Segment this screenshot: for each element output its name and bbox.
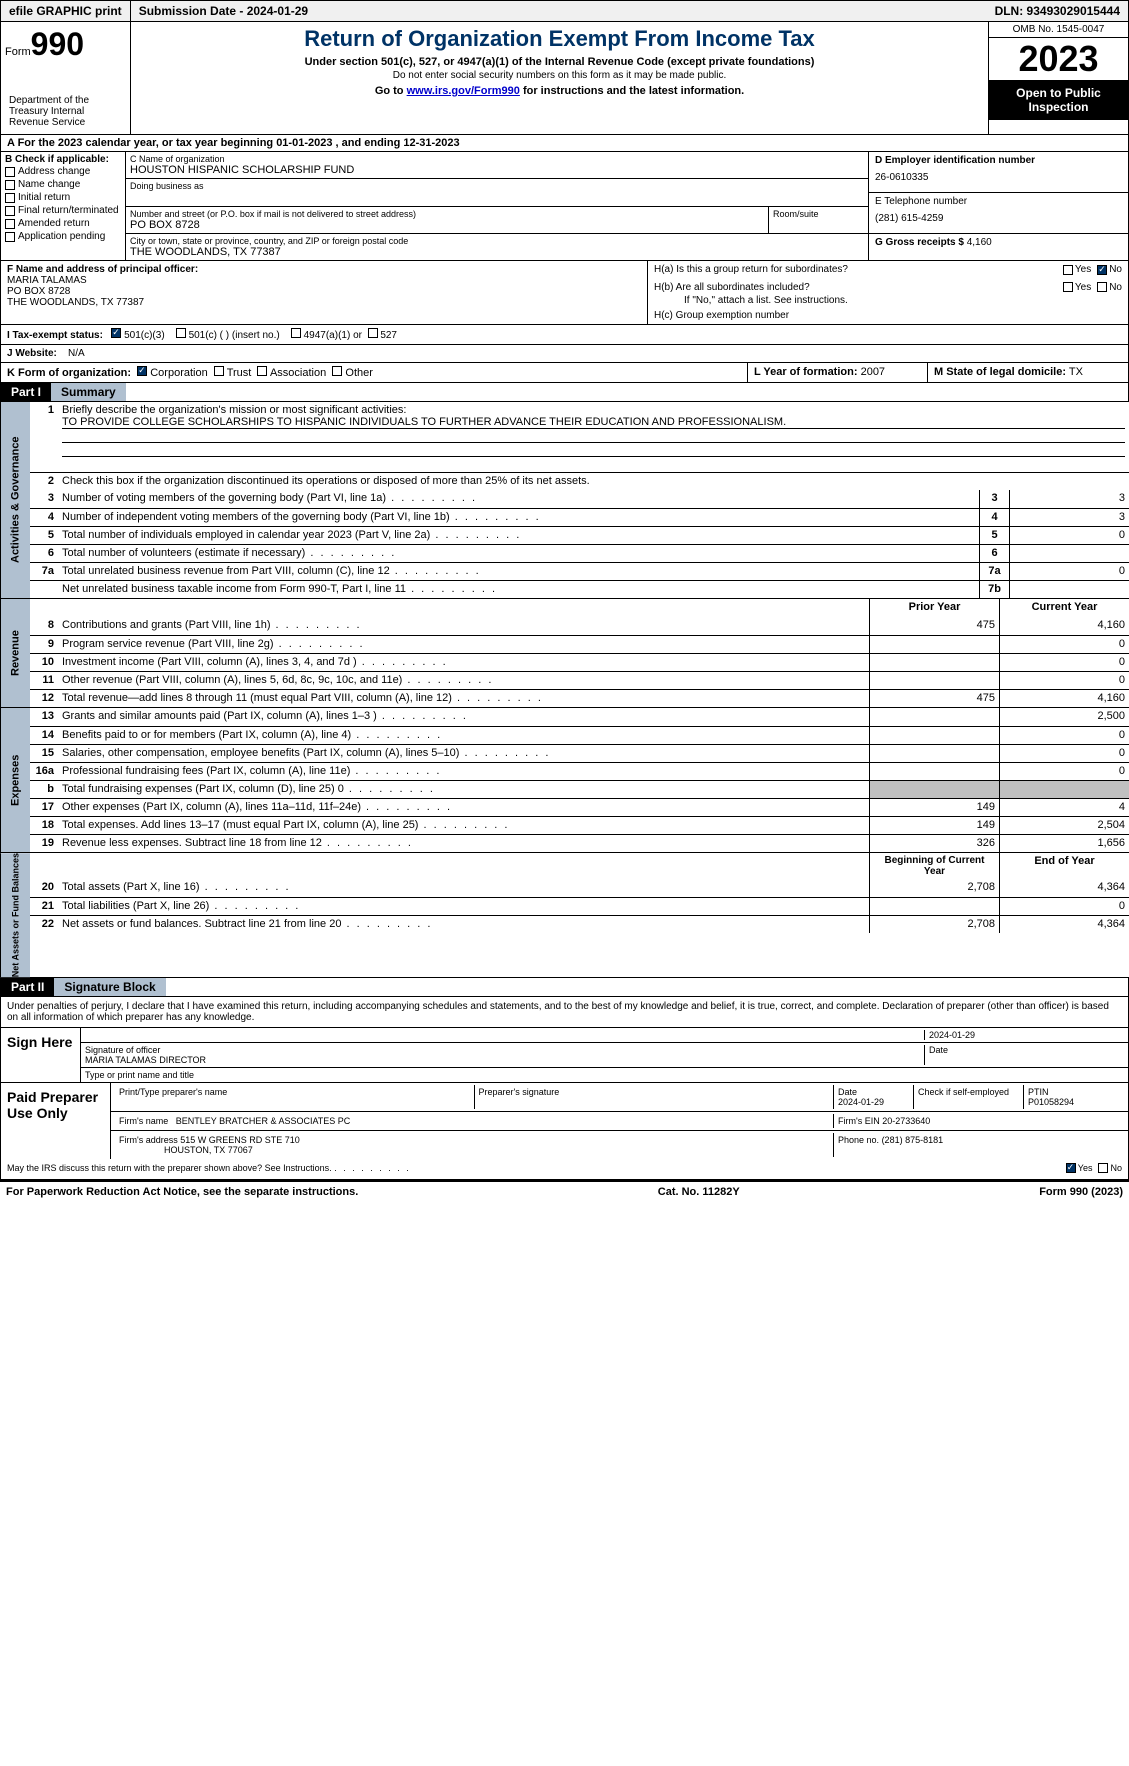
efile-btn[interactable]: efile GRAPHIC print <box>1 1 131 21</box>
irs-link[interactable]: www.irs.gov/Form990 <box>407 85 520 97</box>
form-title: Return of Organization Exempt From Incom… <box>135 26 984 52</box>
summary-line: bTotal fundraising expenses (Part IX, co… <box>30 780 1129 798</box>
form-subtitle: Under section 501(c), 527, or 4947(a)(1)… <box>135 56 984 68</box>
chk-other[interactable] <box>332 366 342 376</box>
ptin: P01058294 <box>1028 1097 1120 1107</box>
hb-yes[interactable] <box>1063 282 1073 292</box>
form-number: 990 <box>31 26 84 62</box>
part2-header: Part IISignature Block <box>0 978 1129 997</box>
summary-line: 20Total assets (Part X, line 16)2,7084,3… <box>30 879 1129 897</box>
chk-corp[interactable] <box>137 366 147 376</box>
declaration: Under penalties of perjury, I declare th… <box>1 997 1128 1027</box>
summary-line: 15Salaries, other compensation, employee… <box>30 744 1129 762</box>
form-header: Form990 Department of the Treasury Inter… <box>0 22 1129 135</box>
dln: DLN: 93493029015444 <box>987 1 1128 21</box>
signature-block: Under penalties of perjury, I declare th… <box>0 997 1129 1180</box>
discuss-no[interactable] <box>1098 1163 1108 1173</box>
klm-row: K Form of organization: Corporation Trus… <box>0 363 1129 383</box>
section-bcd: B Check if applicable: Address change Na… <box>0 152 1129 261</box>
officer-name: MARIA TALAMAS <box>7 275 641 286</box>
chk-501c3[interactable] <box>111 328 121 338</box>
revenue-section: Revenue Prior Year Current Year 8Contrib… <box>0 599 1129 708</box>
cat-no: Cat. No. 11282Y <box>658 1186 740 1198</box>
netassets-section: Net Assets or Fund Balances Beginning of… <box>0 853 1129 978</box>
firm-ein: 20-2733640 <box>882 1116 930 1126</box>
hb-no[interactable] <box>1097 282 1107 292</box>
summary-line: 13Grants and similar amounts paid (Part … <box>30 708 1129 726</box>
firm-name: BENTLEY BRATCHER & ASSOCIATES PC <box>176 1116 351 1126</box>
tax-year: 2023 <box>989 38 1128 80</box>
chk-address[interactable] <box>5 167 15 177</box>
phone: (281) 615-4259 <box>875 207 1122 230</box>
chk-initial[interactable] <box>5 193 15 203</box>
open-public: Open to Public Inspection <box>989 80 1128 120</box>
ha-yes[interactable] <box>1063 265 1073 275</box>
tax-exempt-row: I Tax-exempt status: 501(c)(3) 501(c) ( … <box>0 325 1129 345</box>
chk-527[interactable] <box>368 328 378 338</box>
chk-4947[interactable] <box>291 328 301 338</box>
summary-line: 7aTotal unrelated business revenue from … <box>30 562 1129 580</box>
col-b: B Check if applicable: Address change Na… <box>1 152 126 260</box>
summary-line: 14Benefits paid to or for members (Part … <box>30 726 1129 744</box>
form-prefix: Form <box>5 46 31 58</box>
summary-line: Net unrelated business taxable income fr… <box>30 580 1129 598</box>
summary-line: 10Investment income (Part VIII, column (… <box>30 653 1129 671</box>
website-row: J Website: N/A <box>0 345 1129 363</box>
topbar: efile GRAPHIC print Submission Date - 20… <box>0 0 1129 22</box>
summary-line: 5Total number of individuals employed in… <box>30 526 1129 544</box>
state-domicile: TX <box>1069 366 1083 378</box>
gross-receipts: 4,160 <box>967 237 992 248</box>
summary-line: 21Total liabilities (Part X, line 26)0 <box>30 897 1129 915</box>
sig-date: 2024-01-29 <box>924 1030 1124 1040</box>
summary-line: 16aProfessional fundraising fees (Part I… <box>30 762 1129 780</box>
officer-sig: MARIA TALAMAS DIRECTOR <box>85 1055 924 1065</box>
summary-line: 12Total revenue—add lines 8 through 11 (… <box>30 689 1129 707</box>
goto-line: Go to www.irs.gov/Form990 for instructio… <box>135 85 984 97</box>
summary-line: 19Revenue less expenses. Subtract line 1… <box>30 834 1129 852</box>
chk-pending[interactable] <box>5 232 15 242</box>
firm-phone: (281) 875-8181 <box>882 1135 944 1145</box>
line-a: A For the 2023 calendar year, or tax yea… <box>0 135 1129 152</box>
chk-assoc[interactable] <box>257 366 267 376</box>
summary-line: 18Total expenses. Add lines 13–17 (must … <box>30 816 1129 834</box>
org-address: PO BOX 8728 <box>130 219 764 231</box>
governance-section: Activities & Governance 1 Briefly descri… <box>0 402 1129 599</box>
website-val: N/A <box>68 348 85 359</box>
summary-line: 6Total number of volunteers (estimate if… <box>30 544 1129 562</box>
form-note: Do not enter social security numbers on … <box>135 70 984 81</box>
section-fh: F Name and address of principal officer:… <box>0 261 1129 325</box>
part1-header: Part ISummary <box>0 383 1129 402</box>
year-formation: 2007 <box>861 366 885 378</box>
chk-trust[interactable] <box>214 366 224 376</box>
submission-date: Submission Date - 2024-01-29 <box>131 1 316 21</box>
ein: 26-0610335 <box>875 166 1122 189</box>
discuss-yes[interactable] <box>1066 1163 1076 1173</box>
chk-501c[interactable] <box>176 328 186 338</box>
chk-amended[interactable] <box>5 219 15 229</box>
chk-final[interactable] <box>5 206 15 216</box>
sign-here-label: Sign Here <box>1 1028 81 1082</box>
org-name: HOUSTON HISPANIC SCHOLARSHIP FUND <box>130 164 864 176</box>
summary-line: 8Contributions and grants (Part VIII, li… <box>30 617 1129 635</box>
org-city: THE WOODLANDS, TX 77387 <box>130 246 864 258</box>
summary-line: 11Other revenue (Part VIII, column (A), … <box>30 671 1129 689</box>
summary-line: 9Program service revenue (Part VIII, lin… <box>30 635 1129 653</box>
dept-treasury: Department of the Treasury Internal Reve… <box>5 93 126 130</box>
mission-text: TO PROVIDE COLLEGE SCHOLARSHIPS TO HISPA… <box>62 416 1125 429</box>
summary-line: 22Net assets or fund balances. Subtract … <box>30 915 1129 933</box>
summary-line: 3Number of voting members of the governi… <box>30 490 1129 508</box>
summary-line: 4Number of independent voting members of… <box>30 508 1129 526</box>
chk-name[interactable] <box>5 180 15 190</box>
ha-no[interactable] <box>1097 265 1107 275</box>
footer: For Paperwork Reduction Act Notice, see … <box>0 1180 1129 1202</box>
col-d: D Employer identification number 26-0610… <box>868 152 1128 260</box>
summary-line: 17Other expenses (Part IX, column (A), l… <box>30 798 1129 816</box>
omb-number: OMB No. 1545-0047 <box>989 22 1128 38</box>
paid-preparer-label: Paid Preparer Use Only <box>1 1083 111 1159</box>
expenses-section: Expenses 13Grants and similar amounts pa… <box>0 708 1129 853</box>
col-c: C Name of organization HOUSTON HISPANIC … <box>126 152 868 260</box>
